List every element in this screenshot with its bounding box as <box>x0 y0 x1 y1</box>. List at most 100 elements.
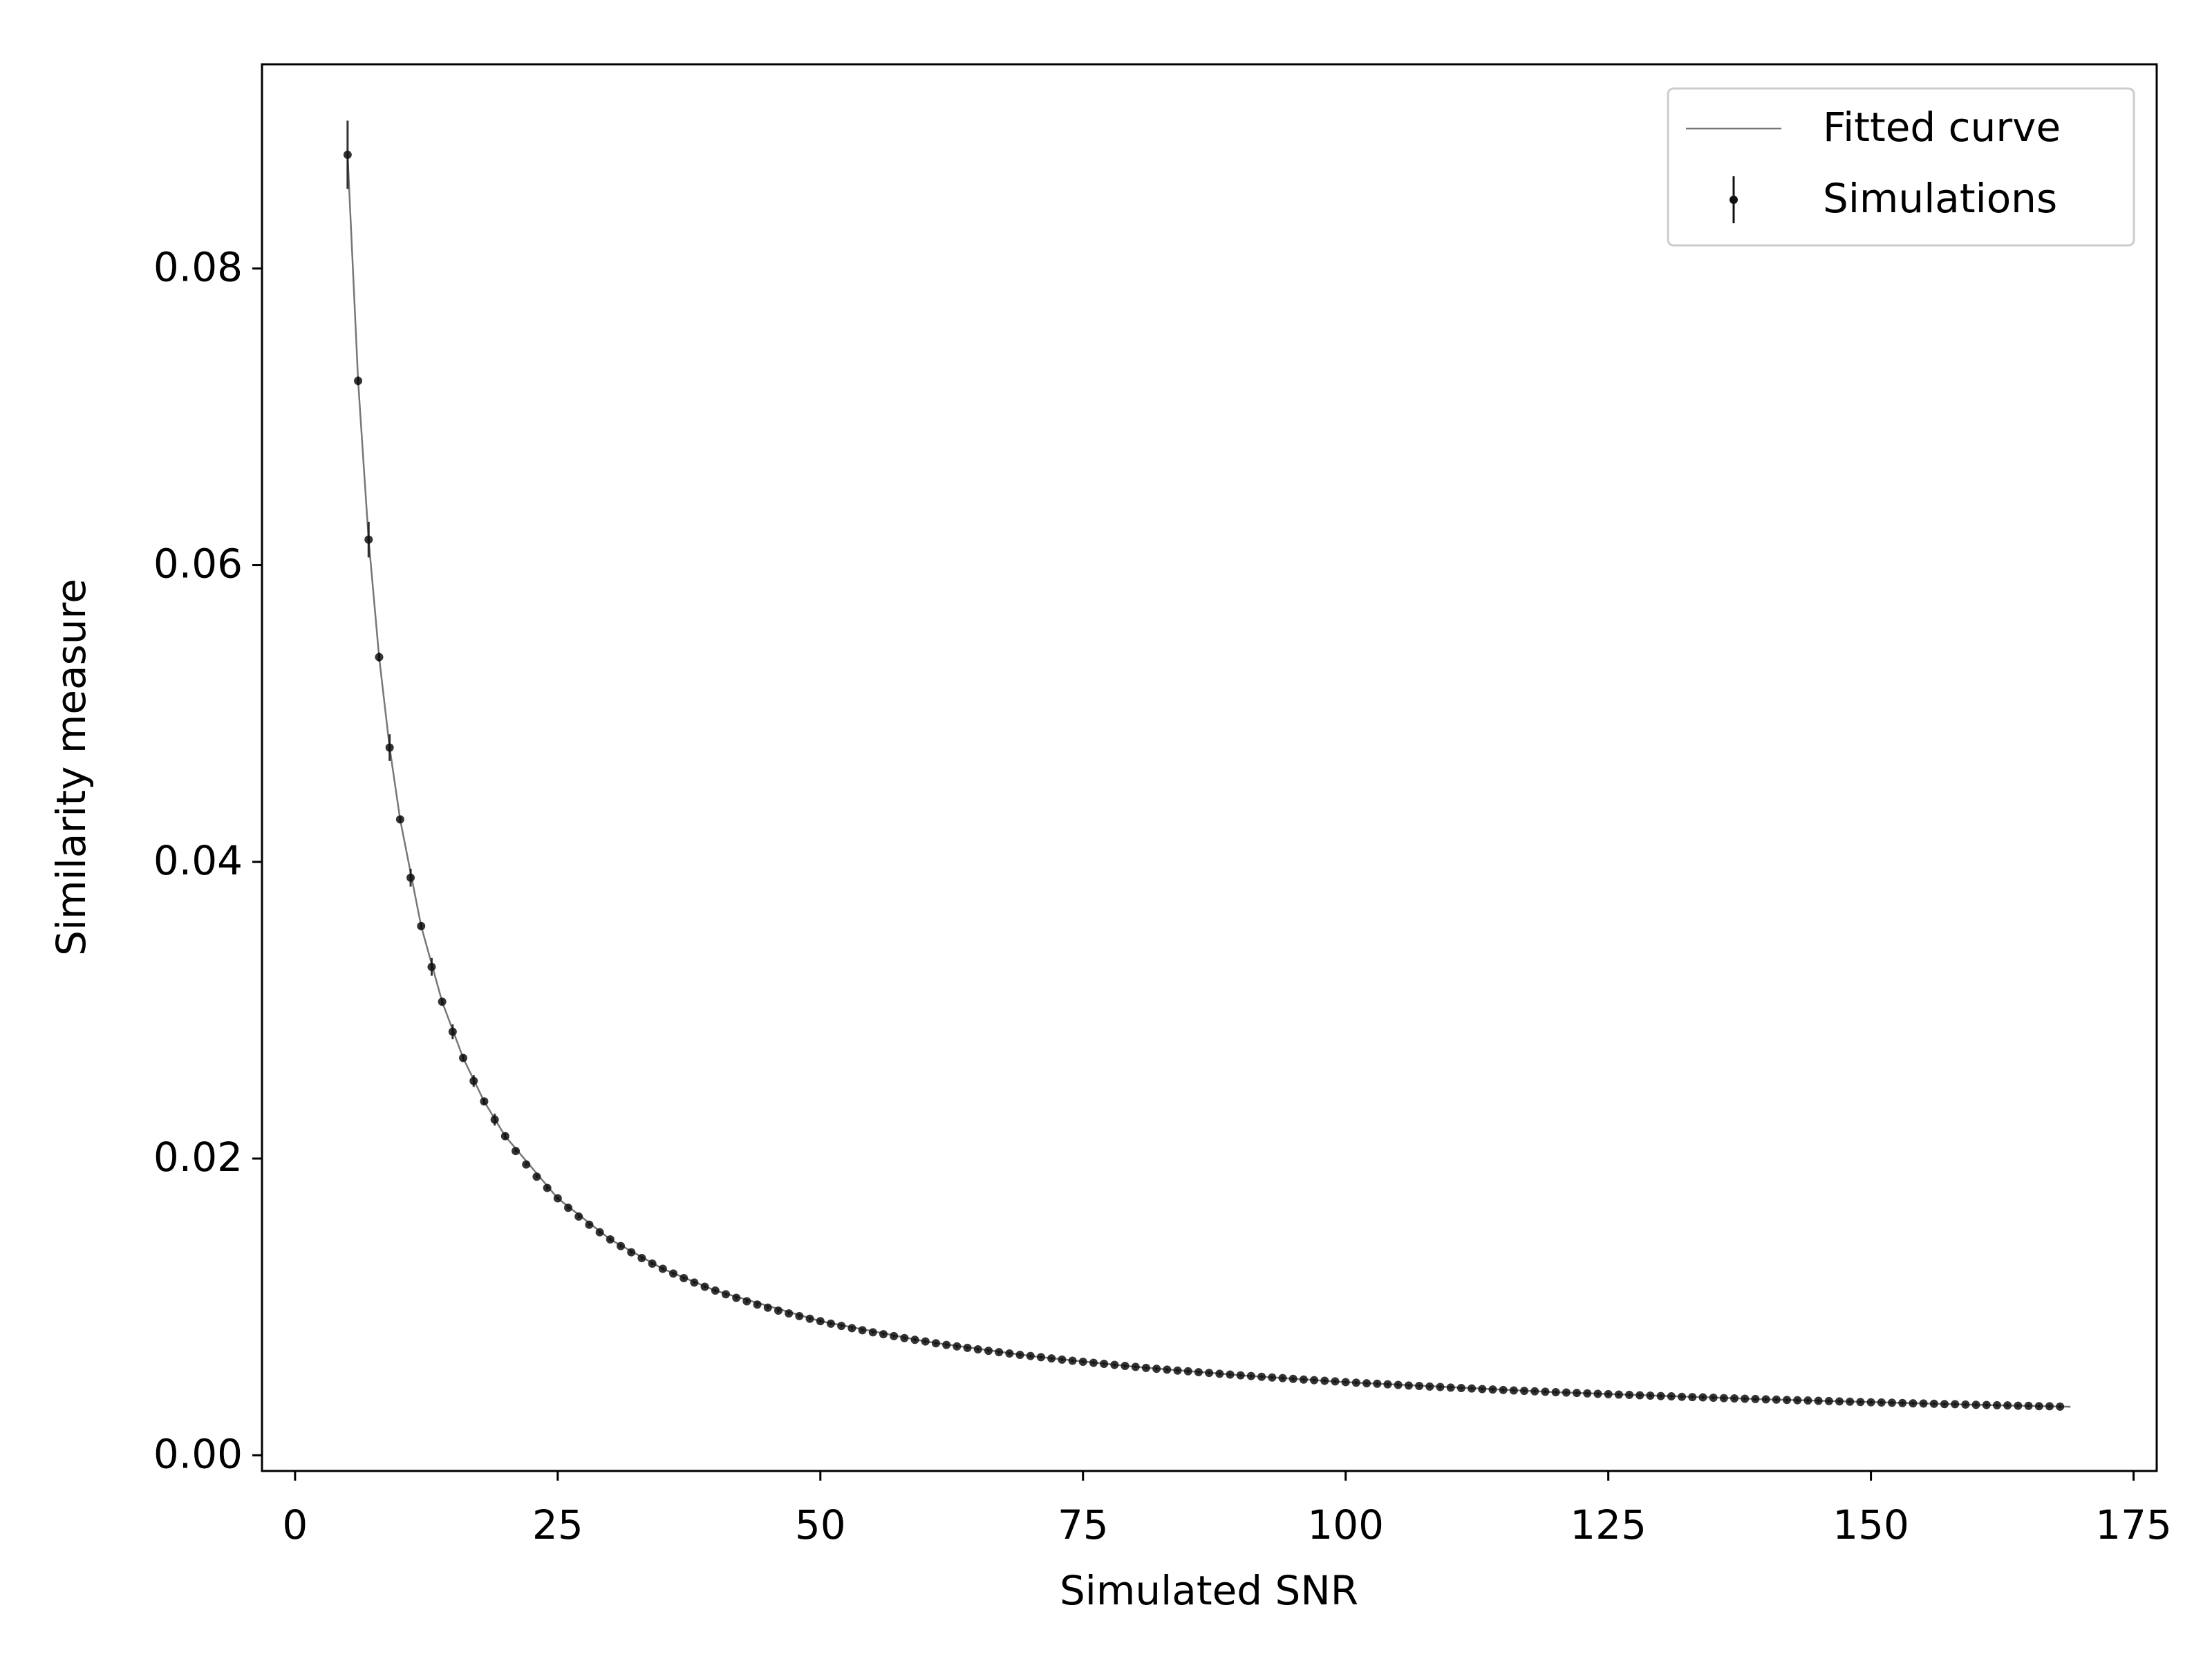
data-point <box>942 1340 951 1349</box>
data-point <box>1909 1399 1918 1408</box>
data-point <box>1520 1387 1529 1396</box>
data-point <box>1331 1377 1340 1386</box>
data-point <box>1036 1353 1045 1362</box>
data-point <box>879 1330 888 1339</box>
data-point <box>1719 1394 1728 1403</box>
data-point <box>1593 1389 1602 1398</box>
data-point <box>1898 1398 1907 1407</box>
data-point <box>1456 1384 1465 1393</box>
data-point <box>1058 1355 1067 1364</box>
data-point <box>1741 1394 1750 1403</box>
data-point <box>1121 1362 1130 1371</box>
data-point <box>406 873 415 882</box>
data-point <box>564 1203 573 1212</box>
data-point <box>1351 1378 1360 1387</box>
data-point <box>2034 1402 2043 1411</box>
data-point <box>1635 1391 1644 1400</box>
data-point <box>1940 1400 1949 1409</box>
data-point <box>816 1317 825 1326</box>
x-tick-label: 100 <box>1307 1501 1384 1548</box>
data-point <box>512 1147 521 1156</box>
data-point <box>1929 1399 1938 1408</box>
data-point <box>2056 1402 2065 1411</box>
data-point <box>417 921 426 930</box>
data-point <box>1961 1400 1970 1409</box>
data-point <box>1015 1350 1024 1359</box>
data-point <box>1877 1398 1886 1407</box>
data-point <box>1814 1396 1823 1405</box>
data-point <box>973 1345 982 1354</box>
data-point <box>890 1331 899 1340</box>
data-point <box>627 1248 636 1257</box>
data-point <box>1226 1370 1235 1379</box>
data-point <box>1919 1399 1928 1408</box>
data-point <box>837 1322 846 1331</box>
data-point <box>805 1314 814 1323</box>
data-point <box>1383 1380 1392 1389</box>
data-point <box>1803 1396 1812 1405</box>
data-point <box>700 1282 709 1291</box>
legend-box <box>1667 87 2135 247</box>
data-point <box>1110 1360 1119 1369</box>
data-point <box>648 1259 657 1268</box>
data-point <box>921 1337 930 1346</box>
data-point <box>1362 1379 1371 1388</box>
data-point <box>354 376 363 385</box>
data-point <box>1278 1374 1287 1382</box>
data-point <box>1530 1387 1539 1396</box>
data-point <box>469 1076 478 1085</box>
data-point <box>1846 1397 1855 1406</box>
data-point <box>1341 1378 1350 1387</box>
data-point <box>438 997 447 1006</box>
data-point <box>2003 1401 2012 1410</box>
data-point <box>774 1306 782 1315</box>
data-point <box>1888 1398 1897 1407</box>
data-point <box>1772 1395 1781 1404</box>
x-tick-label: 0 <box>282 1501 308 1548</box>
data-point <box>1446 1383 1455 1392</box>
data-point <box>679 1273 688 1282</box>
data-point <box>1562 1388 1571 1397</box>
data-point <box>1404 1381 1413 1390</box>
x-tick-label: 75 <box>1058 1501 1109 1548</box>
data-point <box>795 1311 804 1320</box>
data-point <box>900 1333 909 1342</box>
data-point <box>1992 1400 2001 1409</box>
data-point <box>669 1269 678 1278</box>
data-point <box>1415 1382 1424 1391</box>
data-point <box>742 1297 751 1306</box>
data-point <box>1835 1397 1844 1406</box>
data-point <box>1951 1400 1960 1409</box>
data-point <box>1488 1385 1497 1394</box>
data-point <box>1698 1393 1707 1402</box>
data-point <box>1141 1363 1150 1372</box>
data-point <box>1625 1390 1634 1399</box>
legend-label: Fitted curve <box>1823 104 2061 151</box>
data-point <box>763 1303 772 1312</box>
data-point <box>574 1212 583 1221</box>
data-point <box>1299 1375 1308 1384</box>
data-point <box>1509 1386 1518 1395</box>
data-point <box>1614 1390 1623 1399</box>
data-point <box>1971 1400 1980 1409</box>
data-point <box>858 1326 867 1335</box>
data-point <box>375 653 384 662</box>
data-point <box>617 1241 626 1250</box>
data-point <box>1646 1391 1655 1400</box>
data-point <box>995 1348 1004 1357</box>
data-point <box>1541 1387 1550 1396</box>
data-point <box>847 1324 856 1333</box>
data-point <box>522 1160 531 1169</box>
data-point <box>553 1194 562 1203</box>
data-point <box>868 1328 877 1337</box>
data-point <box>1793 1396 1802 1405</box>
data-point <box>1005 1349 1014 1358</box>
plot-area <box>343 120 2071 1411</box>
data-point <box>1783 1396 1792 1405</box>
data-point <box>1310 1376 1319 1385</box>
data-point <box>490 1115 499 1124</box>
legend: Fitted curve Simulations <box>1667 87 2135 247</box>
legend-swatch <box>1730 196 1738 204</box>
